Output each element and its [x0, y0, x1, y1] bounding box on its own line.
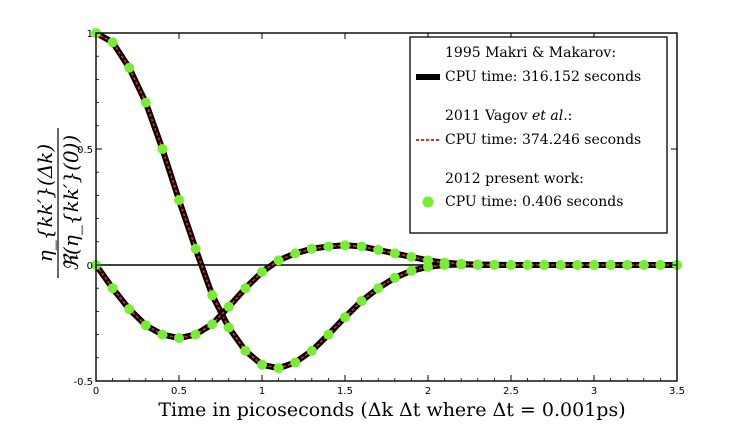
y-axis-label-numerator: η_{kk′}(Δk) — [33, 144, 57, 262]
series-0-point — [389, 272, 400, 283]
series-1-point — [273, 255, 284, 266]
series-0-point — [373, 283, 384, 294]
series-0-point — [140, 97, 151, 108]
x-tick-label: 2.5 — [503, 386, 519, 397]
plot-frame — [95, 32, 678, 382]
x-tick-label: 0.5 — [171, 386, 187, 397]
series-1-point — [406, 251, 417, 262]
legend-entry-vagov-etal: et al. — [532, 108, 568, 124]
legend-entry-present-line2: CPU time: 0.406 seconds — [445, 194, 623, 210]
series-0-point — [124, 62, 135, 73]
series-1-point — [472, 260, 483, 270]
series-1-point — [174, 333, 184, 344]
series-1-point — [223, 301, 234, 312]
series-0-point — [257, 359, 267, 370]
x-tick-label: 1 — [259, 386, 265, 397]
x-tick-label: 1.5 — [337, 386, 353, 397]
series-1-point — [589, 260, 599, 270]
series-0-point — [323, 329, 334, 340]
series-1-point — [555, 260, 566, 270]
series-1-point — [340, 240, 350, 251]
series-1-point — [356, 241, 367, 252]
series-0-point — [207, 290, 218, 301]
series-0-point — [273, 363, 284, 374]
series-1-point — [389, 248, 400, 259]
series-1-point — [240, 283, 251, 294]
y-tick-label: 1 — [87, 29, 93, 40]
series-1-point — [107, 283, 118, 294]
series-1-point — [207, 319, 218, 330]
legend-box — [409, 36, 668, 234]
series-1-point — [423, 255, 433, 266]
series-0-point — [107, 37, 118, 48]
series-1-point — [306, 243, 317, 254]
series-1-point — [140, 320, 151, 331]
series-0-point — [240, 345, 251, 356]
series-1-point — [190, 329, 201, 340]
y-tick-label: 0.5 — [77, 145, 93, 156]
series-1-point — [157, 329, 168, 340]
x-tick-label: 3.5 — [669, 386, 685, 397]
legend-entry-vagov-line2: CPU time: 374.246 seconds — [445, 132, 641, 148]
legend-entry-makri-line2: CPU time: 316.152 seconds — [445, 69, 641, 85]
series-1-point — [506, 260, 516, 270]
x-tick-label: 2 — [425, 386, 431, 397]
y-tick-label: 0 — [87, 261, 93, 272]
series-0-point — [356, 295, 367, 306]
legend-entry-makri-line1: 1995 Makri & Makarov: — [445, 45, 616, 61]
series-1-point — [489, 260, 500, 270]
series-1-point — [539, 260, 550, 270]
y-tick-label: -0.5 — [73, 377, 93, 388]
x-tick-label: 3 — [591, 386, 597, 397]
plot-area — [91, 28, 682, 374]
series-1-point — [622, 260, 633, 270]
legend-marker-present — [422, 196, 434, 208]
series-0-point — [340, 312, 350, 323]
series-1-point — [257, 266, 267, 277]
series-0-point — [174, 195, 184, 206]
series-1-point — [572, 260, 583, 270]
series-0-point — [290, 357, 301, 368]
series-1-point — [323, 241, 334, 252]
series-0-point — [157, 144, 168, 154]
series-1-point — [605, 260, 616, 270]
series-1-vagov-line — [95, 244, 677, 339]
series-1-point — [439, 257, 450, 268]
series-0-point — [406, 265, 417, 276]
x-axis-title: Time in picoseconds (Δk Δt where Δt = 0.… — [158, 399, 625, 421]
y-axis-label: η_{kk′}(Δk) ℜ(η_{kk′}(0)) — [33, 128, 83, 278]
legend-entry-vagov-line1-prefix: 2011 Vagov — [445, 108, 532, 124]
series-1-point — [655, 260, 666, 270]
legend-entry-present-line1: 2012 present work: — [445, 171, 584, 187]
legend: 1995 Makri & Makarov: CPU time: 316.152 … — [409, 36, 668, 234]
series-0-point — [190, 243, 201, 254]
series-0-point — [306, 345, 317, 356]
series-1-point — [638, 260, 649, 270]
series-1-point — [522, 260, 533, 270]
legend-entry-vagov-line1-suffix: : — [568, 108, 573, 124]
legend-entry-vagov-line1: 2011 Vagov et al.: — [445, 108, 572, 124]
series-1-makri-line — [93, 242, 677, 342]
series-1-point — [124, 304, 135, 315]
series-1-point — [456, 258, 467, 269]
x-tick-label: 0 — [93, 386, 99, 397]
series-1-point — [373, 244, 384, 255]
series-0-point — [223, 322, 234, 333]
series-1-point — [290, 248, 301, 259]
axes: 0 0.5 1 1.5 2 2.5 3 3.5-0.500.51 — [73, 29, 684, 397]
y-axis-label-denominator: ℜ(η_{kk′}(0)) — [59, 135, 83, 271]
